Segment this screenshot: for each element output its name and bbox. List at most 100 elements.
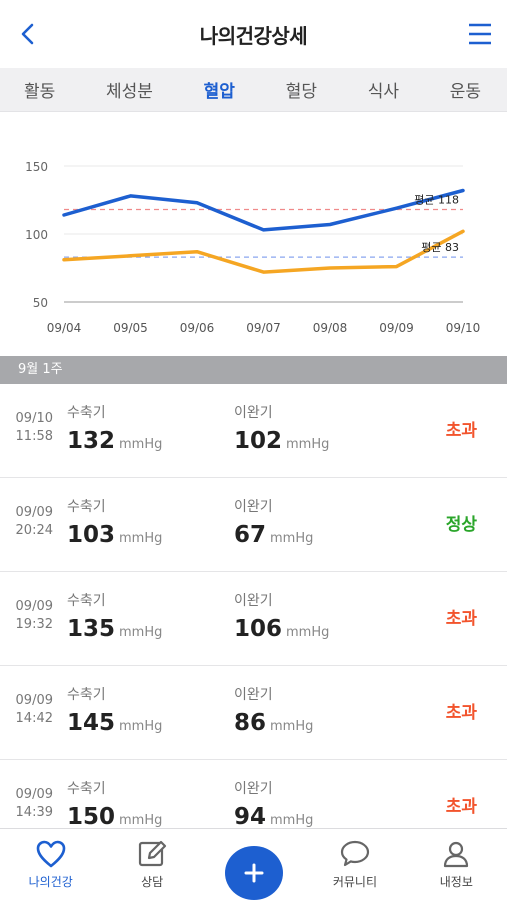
- diastolic-number: 67: [234, 522, 267, 548]
- tab-blood-pressure[interactable]: 혈압: [203, 82, 235, 102]
- measurement-time: 14:42: [15, 711, 53, 726]
- tab-meal[interactable]: 식사: [367, 82, 399, 102]
- nav-add: [203, 829, 304, 900]
- diastolic-value: 106 mmHg: [234, 616, 329, 642]
- measurement-time: 19:32: [15, 617, 53, 632]
- nav-consult[interactable]: 상담: [101, 829, 202, 900]
- systolic-label: 수축기: [67, 593, 106, 609]
- measurement-datetime: 09/09 14:42: [13, 692, 53, 728]
- x-tick-label: 09/07: [246, 321, 281, 335]
- measurement-datetime: 09/09 20:24: [13, 504, 53, 540]
- unit-label: mmHg: [286, 437, 330, 452]
- tab-body-composition[interactable]: 체성분: [106, 82, 153, 102]
- diastolic-label: 이완기: [234, 687, 273, 703]
- measurement-date: 09/09: [15, 505, 53, 520]
- systolic-value: 135 mmHg: [67, 616, 162, 642]
- list-item[interactable]: 09/09 14:42 수축기 145 mmHg 이완기 86 mmHg 초과: [0, 666, 507, 760]
- status-badge: 초과: [445, 421, 477, 441]
- diastolic-value: 67 mmHg: [234, 522, 313, 548]
- y-tick-label: 100: [25, 228, 48, 242]
- diastolic-value: 102 mmHg: [234, 428, 329, 454]
- unit-label: mmHg: [119, 531, 163, 546]
- unit-label: mmHg: [270, 531, 314, 546]
- systolic-value: 132 mmHg: [67, 428, 162, 454]
- systolic-value: 103 mmHg: [67, 522, 162, 548]
- unit-label: mmHg: [119, 719, 163, 734]
- unit-label: mmHg: [270, 719, 314, 734]
- systolic-number: 135: [67, 616, 116, 642]
- x-tick-label: 09/10: [446, 321, 481, 335]
- diastolic-number: 86: [234, 710, 267, 736]
- bottom-nav: 나의건강 상담 커뮤니티: [0, 828, 507, 900]
- person-icon: [444, 841, 469, 868]
- x-tick-label: 09/04: [47, 321, 82, 335]
- unit-label: mmHg: [286, 625, 330, 640]
- chevron-left-icon: [21, 23, 34, 45]
- list-item[interactable]: 09/09 14:39 수축기 150 mmHg 이완기 94 mmHg 초과: [0, 760, 507, 828]
- systolic-value: 145 mmHg: [67, 710, 162, 736]
- hamburger-menu-icon: [469, 23, 491, 45]
- category-tabs: 활동 체성분 혈압 혈당 식사 운동: [0, 68, 507, 112]
- back-button[interactable]: [14, 18, 42, 50]
- diastolic-label: 이완기: [234, 593, 273, 609]
- systolic-label: 수축기: [67, 405, 106, 421]
- diastolic-label: 이완기: [234, 499, 273, 515]
- systolic-number: 150: [67, 804, 116, 828]
- status-badge: 초과: [445, 609, 477, 629]
- plus-icon: [244, 863, 264, 883]
- unit-label: mmHg: [119, 437, 163, 452]
- blood-pressure-chart: 50 100 150 09/04 09/05 09/06 09/07 09/08 09/09 09…: [0, 112, 507, 356]
- systolic-number: 132: [67, 428, 116, 454]
- list-item[interactable]: 09/09 20:24 수축기 103 mmHg 이완기 67 mmHg 정상: [0, 478, 507, 572]
- average-label: 평균 83: [421, 241, 459, 254]
- average-label: 평균 118: [414, 194, 459, 207]
- measurement-datetime: 09/09 14:39: [13, 786, 53, 822]
- unit-label: mmHg: [119, 625, 163, 640]
- chat-bubble-icon: [340, 840, 370, 867]
- tab-blood-sugar[interactable]: 혈당: [285, 82, 317, 102]
- measurement-date: 09/09: [15, 693, 53, 708]
- nav-my-health[interactable]: 나의건강: [0, 829, 101, 900]
- edit-icon: [139, 840, 167, 867]
- systolic-label: 수축기: [67, 499, 106, 515]
- nav-my-info[interactable]: 내정보: [406, 829, 507, 900]
- diastolic-number: 94: [234, 804, 267, 828]
- nav-my-info-label: 내정보: [439, 875, 473, 889]
- y-tick-label: 50: [33, 296, 48, 310]
- page-title: 나의건강상세: [199, 23, 308, 48]
- y-tick-label: 150: [25, 160, 48, 174]
- tab-activity[interactable]: 활동: [24, 82, 56, 102]
- nav-community[interactable]: 커뮤니티: [304, 829, 405, 900]
- measurement-date: 09/09: [15, 599, 53, 614]
- nav-consult-label: 상담: [141, 875, 164, 889]
- measurement-date: 09/10: [15, 411, 53, 426]
- measurement-datetime: 09/09 19:32: [13, 598, 53, 634]
- systolic-label: 수축기: [67, 781, 106, 797]
- diastolic-value: 86 mmHg: [234, 710, 313, 736]
- diastolic-number: 106: [234, 616, 283, 642]
- list-item[interactable]: 09/09 19:32 수축기 135 mmHg 이완기 106 mmHg 초과: [0, 572, 507, 666]
- x-tick-label: 09/05: [113, 321, 148, 335]
- unit-label: mmHg: [119, 813, 163, 828]
- series-line: [62, 229, 465, 274]
- diastolic-label: 이완기: [234, 781, 273, 797]
- measurement-list: 09/10 11:58 수축기 132 mmHg 이완기 102 mmHg 초과 0…: [0, 384, 507, 828]
- menu-button[interactable]: [465, 18, 495, 50]
- measurement-datetime: 09/10 11:58: [13, 410, 53, 446]
- x-tick-label: 09/09: [379, 321, 414, 335]
- status-badge: 초과: [445, 797, 477, 817]
- chart-svg: 50 100 150 09/04 09/05 09/06 09/07 09/08 09/09 09…: [25, 160, 481, 335]
- systolic-label: 수축기: [67, 687, 106, 703]
- systolic-number: 145: [67, 710, 116, 736]
- nav-community-label: 커뮤니티: [332, 875, 377, 889]
- unit-label: mmHg: [270, 813, 314, 828]
- tab-exercise[interactable]: 운동: [449, 82, 481, 102]
- measurement-time: 20:24: [15, 523, 53, 538]
- week-header: 9월 1주: [0, 356, 507, 384]
- measurement-date: 09/09: [15, 787, 53, 802]
- list-item[interactable]: 09/10 11:58 수축기 132 mmHg 이완기 102 mmHg 초과: [0, 384, 507, 478]
- add-record-button[interactable]: [224, 846, 283, 900]
- diastolic-value: 94 mmHg: [234, 804, 313, 828]
- x-tick-label: 09/08: [313, 321, 348, 335]
